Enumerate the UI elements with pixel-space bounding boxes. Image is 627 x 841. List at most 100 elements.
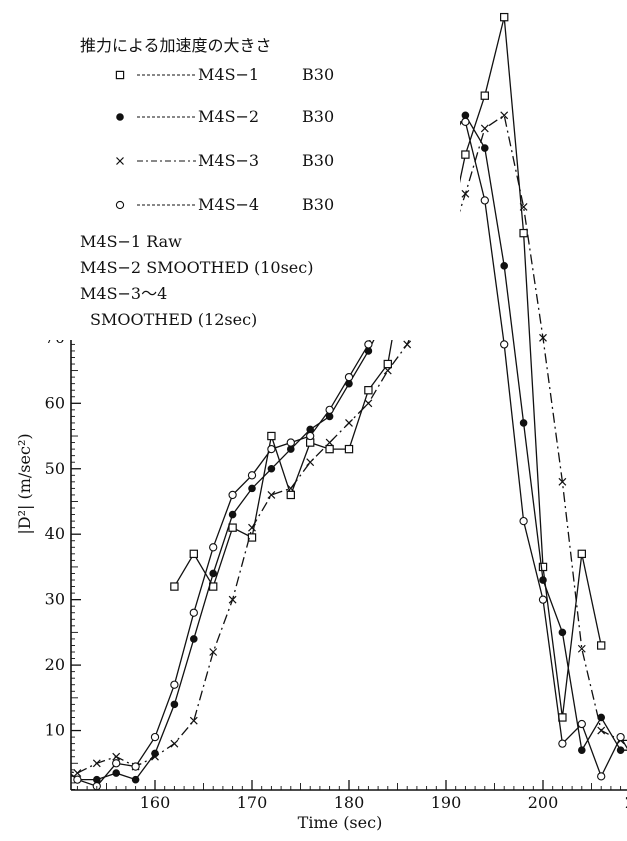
data-point bbox=[577, 719, 586, 729]
data-point bbox=[519, 203, 528, 211]
data-point bbox=[558, 628, 567, 637]
data-point bbox=[577, 746, 586, 754]
data-point bbox=[577, 644, 586, 653]
data-point bbox=[325, 438, 334, 447]
series-line-4 bbox=[71, 121, 627, 787]
method-notes: M4S−1 Raw M4S−2 SMOOTHED (10sec) M4S−3〜4… bbox=[80, 232, 313, 329]
legend-label: M4S−4 bbox=[198, 195, 259, 214]
plot-area bbox=[71, 12, 627, 790]
legend: 推力による加速度の大きさ M4S−1 B30 M4S−2 B30 M4S−3 B30 M4S… bbox=[80, 36, 334, 214]
data-point bbox=[228, 523, 237, 532]
data-point bbox=[228, 510, 237, 519]
legend-suffix: B30 bbox=[302, 65, 334, 84]
data-point bbox=[247, 533, 257, 542]
legend-suffix: B30 bbox=[302, 107, 334, 126]
data-point bbox=[170, 700, 179, 709]
data-point bbox=[267, 444, 276, 454]
data-point bbox=[131, 775, 140, 784]
data-point bbox=[519, 419, 528, 427]
data-point bbox=[344, 444, 354, 454]
x-tick-label: 190 bbox=[431, 793, 462, 812]
data-point bbox=[538, 595, 548, 604]
data-point bbox=[597, 772, 606, 781]
x-tick-label: 210 bbox=[625, 793, 627, 812]
data-point bbox=[519, 516, 528, 526]
note-line-3: M4S−3〜4 bbox=[80, 284, 167, 303]
data-point bbox=[461, 111, 470, 120]
data-point bbox=[597, 726, 606, 735]
data-point bbox=[112, 752, 121, 761]
data-point bbox=[247, 471, 257, 480]
y-tick-label: 50 bbox=[45, 459, 65, 478]
data-point bbox=[519, 228, 528, 238]
data-point bbox=[92, 759, 101, 768]
data-point bbox=[403, 340, 412, 349]
note-line-2: M4S−2 SMOOTHED (10sec) bbox=[80, 258, 313, 277]
data-point bbox=[93, 775, 101, 784]
data-point bbox=[170, 739, 179, 748]
data-point bbox=[170, 582, 179, 591]
y-axis-title: |D²| (m/sec²) bbox=[15, 433, 34, 534]
chart-title: 推力による加速度の大きさ bbox=[80, 36, 272, 55]
data-point bbox=[500, 340, 509, 349]
data-point bbox=[228, 490, 237, 500]
legend-marker bbox=[116, 113, 124, 121]
legend-background bbox=[0, 0, 460, 340]
data-point bbox=[151, 752, 159, 761]
y-tick-label: 20 bbox=[45, 655, 65, 674]
data-point bbox=[461, 150, 470, 159]
data-point bbox=[228, 595, 237, 604]
data-point bbox=[596, 641, 606, 650]
data-point bbox=[461, 189, 470, 198]
data-point bbox=[558, 739, 567, 748]
data-point bbox=[286, 445, 295, 453]
data-point bbox=[616, 746, 625, 754]
data-point bbox=[248, 484, 256, 493]
data-point bbox=[189, 608, 198, 617]
data-point bbox=[286, 484, 295, 493]
data-point bbox=[189, 716, 198, 725]
data-point bbox=[616, 732, 625, 742]
data-point bbox=[286, 490, 296, 500]
data-point bbox=[189, 549, 198, 559]
data-point bbox=[286, 438, 295, 447]
data-point bbox=[73, 775, 82, 784]
data-point bbox=[73, 769, 82, 778]
legend-label: M4S−3 bbox=[198, 151, 259, 170]
data-point bbox=[480, 124, 489, 133]
data-point bbox=[209, 648, 218, 656]
legend-label: M4S−2 bbox=[198, 107, 259, 126]
data-point bbox=[597, 713, 605, 722]
data-point bbox=[112, 769, 120, 777]
legend-marker bbox=[115, 200, 125, 210]
data-point bbox=[150, 732, 160, 742]
data-point bbox=[558, 477, 567, 486]
data-point bbox=[306, 458, 315, 467]
data-point bbox=[112, 759, 121, 768]
data-point bbox=[170, 680, 179, 689]
y-tick-label: 10 bbox=[45, 721, 65, 740]
data-point bbox=[364, 399, 373, 408]
data-point bbox=[306, 431, 315, 441]
data-point bbox=[325, 444, 334, 454]
data-point bbox=[344, 372, 354, 382]
data-point bbox=[500, 111, 509, 120]
y-tick-label: 40 bbox=[45, 524, 65, 543]
legend-marker bbox=[115, 70, 125, 80]
x-axis-title: Time (sec) bbox=[298, 813, 383, 832]
y-tick-label: 30 bbox=[45, 590, 65, 609]
note-line-4: SMOOTHED (12sec) bbox=[90, 310, 257, 329]
data-point bbox=[539, 576, 547, 584]
legend-label: M4S−1 bbox=[198, 65, 259, 84]
data-point bbox=[209, 543, 218, 552]
data-point bbox=[345, 419, 353, 427]
data-point bbox=[480, 196, 489, 205]
data-point bbox=[364, 386, 373, 395]
x-tick-label: 200 bbox=[528, 793, 559, 812]
x-tick-label: 180 bbox=[334, 793, 365, 812]
data-point bbox=[190, 635, 198, 643]
data-point bbox=[209, 569, 218, 578]
data-point bbox=[325, 405, 334, 414]
data-point bbox=[461, 117, 470, 127]
